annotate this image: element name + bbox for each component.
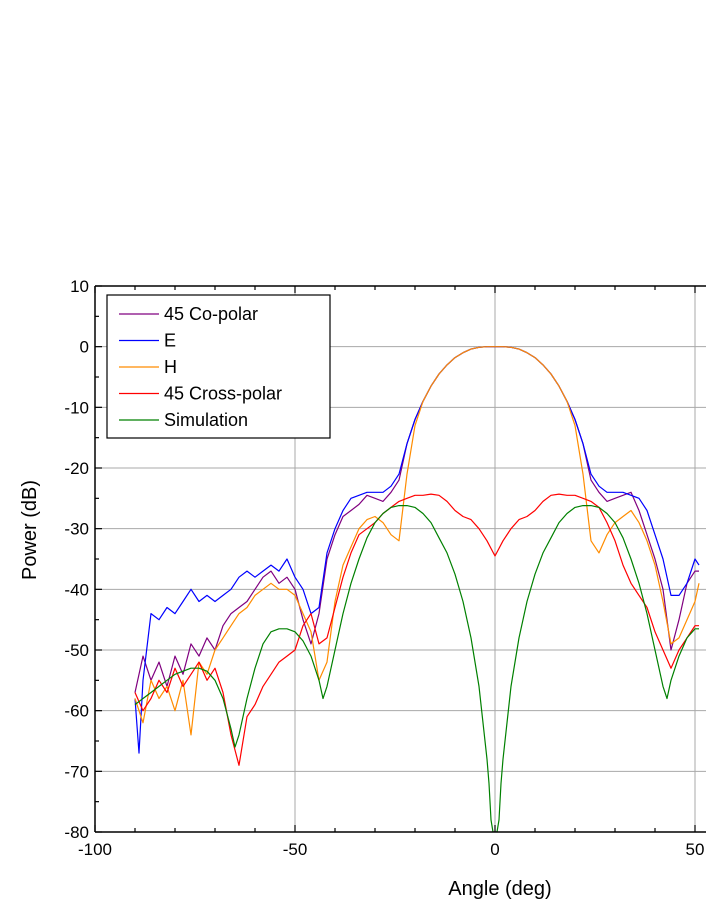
y-tick-label: -60 <box>64 702 89 721</box>
y-tick-label: -50 <box>64 641 89 660</box>
y-tick-label: 10 <box>70 277 89 296</box>
y-tick-label: -20 <box>64 459 89 478</box>
legend-label: Simulation <box>164 410 248 430</box>
legend-label: H <box>164 357 177 377</box>
y-tick-label: -70 <box>64 762 89 781</box>
series-line <box>134 505 699 832</box>
x-tick-label: 50 <box>686 840 705 859</box>
y-tick-label: 0 <box>80 338 89 357</box>
series-line <box>134 346 700 754</box>
x-tick-label: -50 <box>283 840 308 859</box>
y-tick-label: -10 <box>64 398 89 417</box>
legend: 45 Co-polar EH 45 Cross-polar Simulation <box>106 294 331 439</box>
axes: 10 0 -10 -20 -30 -40 -50 -60 -70 -80-100 -50 0 50 <box>64 277 706 859</box>
y-tick-label: -80 <box>64 823 89 842</box>
series-layer <box>134 346 700 832</box>
series-line <box>134 346 700 736</box>
x-axis-title: Angle (deg) <box>448 878 551 900</box>
x-tick-label: -100 <box>78 840 112 859</box>
y-tick-label: -30 <box>64 520 89 539</box>
legend-label: E <box>164 331 176 351</box>
x-tick-label: 0 <box>490 840 499 859</box>
y-axis-title: Power (dB) <box>19 480 41 580</box>
y-tick-label: -40 <box>64 580 89 599</box>
series-line <box>134 493 699 766</box>
legend-label: 45 Cross-polar <box>164 384 282 404</box>
legend-label: 45 Co-polar <box>164 304 258 324</box>
